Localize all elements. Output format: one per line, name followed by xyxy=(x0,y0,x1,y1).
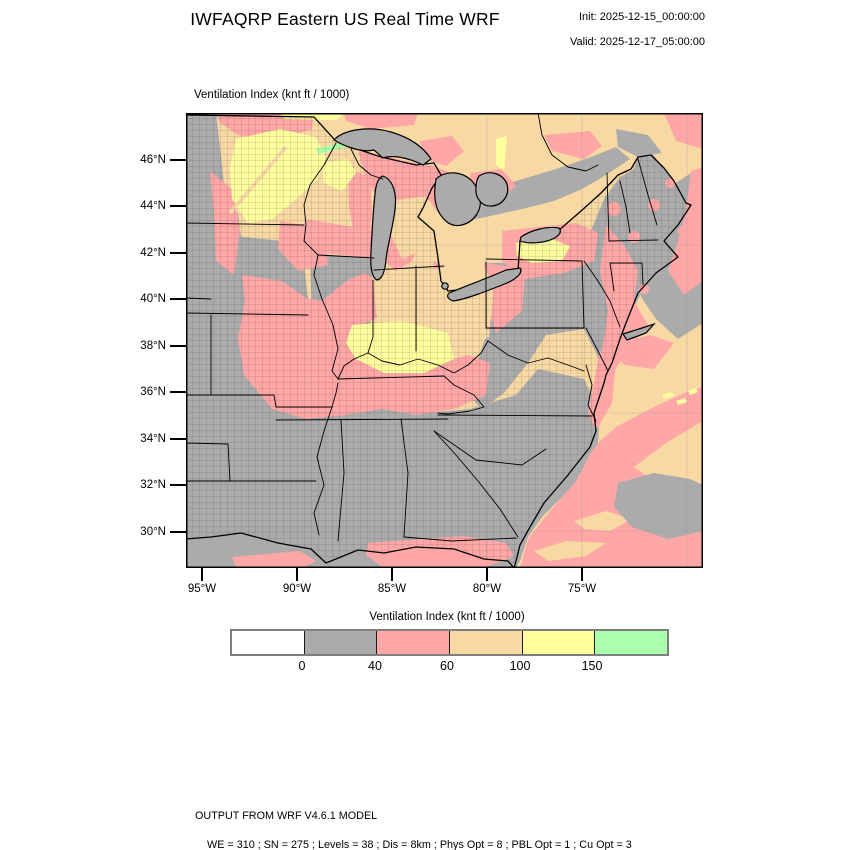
lake-michigan xyxy=(370,175,397,281)
colorbar-segment xyxy=(232,631,304,654)
lake-st-clair xyxy=(441,282,449,290)
valid-time: Valid: 2025-12-17_05:00:00 xyxy=(570,36,705,48)
county-texture xyxy=(186,115,691,568)
colorbar-segment xyxy=(521,631,595,654)
colorbar xyxy=(230,629,669,656)
lat-tick xyxy=(170,252,186,254)
colorbar-segment xyxy=(449,631,522,654)
georgian-bay xyxy=(475,172,509,207)
lat-tick xyxy=(170,345,186,347)
model-info: OUTPUT FROM WRF V4.6.1 MODEL WE = 310 ; … xyxy=(195,809,632,850)
lat-tick xyxy=(170,391,186,393)
colorbar-tick-label: 150 xyxy=(581,659,603,673)
colorbar-tick-label: 40 xyxy=(368,659,382,673)
lat-label: 44°N xyxy=(140,200,166,212)
state-borders xyxy=(185,112,659,542)
colorbar-segment xyxy=(376,631,450,654)
lon-label: 95°W xyxy=(187,583,217,595)
lake-superior xyxy=(333,128,432,166)
lon-tick xyxy=(581,568,583,581)
map-frame xyxy=(186,113,703,568)
lon-tick xyxy=(296,568,298,581)
great-lakes xyxy=(333,128,656,341)
lake-huron xyxy=(434,172,482,227)
lat-label: 46°N xyxy=(140,154,166,166)
lat-tick xyxy=(170,159,186,161)
lon-label: 90°W xyxy=(282,583,312,595)
lon-tick xyxy=(486,568,488,581)
lat-tick xyxy=(170,531,186,533)
lat-label: 36°N xyxy=(140,386,166,398)
lat-label: 30°N xyxy=(140,526,166,538)
run-times: Init: 2025-12-15_00:00:00 Valid: 2025-12… xyxy=(558,11,705,49)
init-time: Init: 2025-12-15_00:00:00 xyxy=(579,11,705,23)
lon-label: 80°W xyxy=(472,583,502,595)
page-title: IWFAQRP Eastern US Real Time WRF xyxy=(190,9,500,29)
colorbar-tick-label: 60 xyxy=(440,659,454,673)
colorbar-tick-label: 100 xyxy=(509,659,531,673)
field-0-40-offshore xyxy=(614,473,703,539)
lat-label: 42°N xyxy=(140,247,166,259)
lon-tick xyxy=(391,568,393,581)
map-variable-label: Ventilation Index (knt ft / 1000) xyxy=(194,89,350,101)
long-island xyxy=(622,322,656,341)
model-info-line2: WE = 310 ; SN = 275 ; Levels = 38 ; Dis … xyxy=(207,839,632,850)
colorbar-segment xyxy=(303,631,377,654)
colorbar-title: Ventilation Index (knt ft / 1000) xyxy=(369,611,525,623)
lat-tick xyxy=(170,298,186,300)
lat-label: 32°N xyxy=(140,479,166,491)
lat-label: 40°N xyxy=(140,293,166,305)
lat-label: 34°N xyxy=(140,433,166,445)
lat-tick xyxy=(170,205,186,207)
lake-ontario xyxy=(519,226,561,244)
lat-label: 38°N xyxy=(140,340,166,352)
colorbar-segment xyxy=(594,631,668,654)
lake-erie xyxy=(447,267,522,302)
colorbar-tick-label: 0 xyxy=(298,659,306,673)
coastline xyxy=(185,114,692,569)
lat-tick xyxy=(170,484,186,486)
lat-tick xyxy=(170,438,186,440)
model-info-line1: OUTPUT FROM WRF V4.6.1 MODEL xyxy=(195,810,378,822)
lon-tick xyxy=(201,568,203,581)
map-panel xyxy=(185,112,703,569)
lon-label: 75°W xyxy=(567,583,597,595)
lon-label: 85°W xyxy=(377,583,407,595)
ventilation-index-map xyxy=(185,112,703,569)
